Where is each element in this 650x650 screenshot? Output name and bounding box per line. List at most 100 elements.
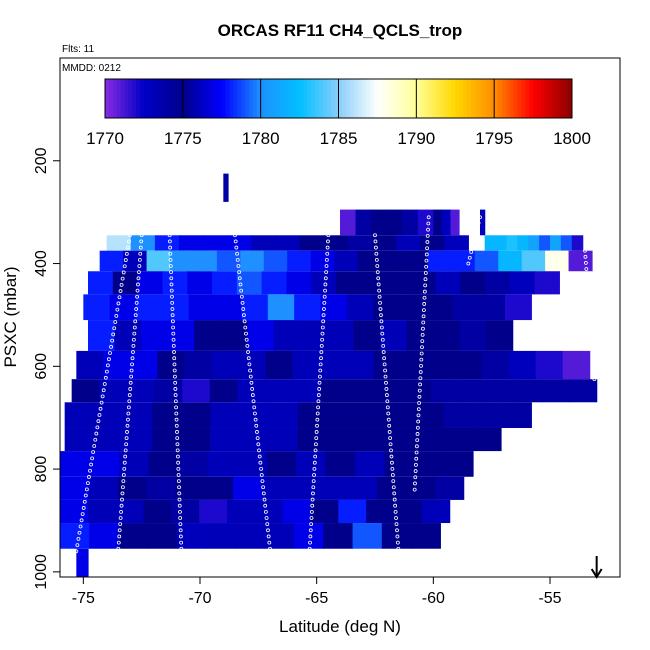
profile-point (122, 460, 127, 465)
heatmap-cell (171, 499, 200, 524)
profile-point (393, 503, 398, 508)
colorbar-segment (260, 79, 266, 118)
colorbar-segment (322, 79, 328, 118)
colorbar-segment (521, 79, 526, 118)
heatmap-cell (60, 523, 90, 549)
heatmap-bands (60, 173, 598, 577)
heatmap-cell (210, 427, 240, 452)
heatmap-cell (346, 350, 375, 380)
profile-point (588, 322, 593, 327)
profile-point (395, 528, 399, 533)
colorbar-segment (108, 79, 114, 118)
profile-point (172, 362, 177, 367)
profile-point (131, 344, 136, 348)
profile-point (125, 423, 130, 428)
profile-point (95, 425, 100, 430)
profile-point (316, 393, 321, 397)
heatmap-cell (539, 235, 551, 251)
heatmap-cell (443, 402, 474, 428)
profile-point (167, 233, 172, 238)
colorbar-segment (163, 79, 168, 118)
heatmap-cell (216, 250, 241, 272)
colorbar-segment (307, 79, 312, 118)
heatmap-cell (506, 235, 518, 251)
profile-point (169, 282, 174, 287)
heatmap-cell (93, 427, 124, 452)
profile-point (124, 251, 129, 256)
profile-point (257, 448, 261, 453)
profile-point (136, 282, 140, 287)
profile-point (466, 261, 471, 266)
heatmap-cell (571, 235, 584, 251)
profile-point (169, 276, 174, 281)
profile-point (413, 475, 418, 480)
colorbar-segment (420, 79, 425, 118)
heatmap-cell (162, 271, 188, 295)
heatmap-cell (480, 209, 486, 236)
profile-point (316, 399, 321, 404)
profile-point (107, 357, 111, 362)
profile-point (419, 351, 424, 356)
heatmap-cell (323, 235, 349, 251)
profile-point (467, 255, 472, 260)
x-axis: -75 -70 -65 -60 -55 (72, 577, 562, 607)
heatmap-cell (421, 499, 451, 524)
profile-point (168, 264, 173, 268)
profile-point (324, 264, 329, 268)
profile-point (584, 273, 589, 278)
heatmap-cell (535, 350, 564, 380)
heatmap-cell (211, 350, 240, 380)
profile-point (172, 356, 177, 361)
heatmap-cell (356, 402, 387, 428)
profile-point (139, 239, 144, 244)
heatmap-cell (319, 350, 348, 380)
heatmap-cell (484, 235, 497, 251)
profile-point (139, 233, 144, 238)
heatmap-cell (509, 271, 536, 295)
plot-frame (59, 57, 621, 578)
profile-point (174, 423, 179, 428)
heatmap-cell (148, 451, 179, 477)
profile-point (475, 226, 479, 231)
profile-point (373, 239, 378, 244)
heatmap-cell (353, 320, 381, 351)
profile-point (423, 283, 428, 288)
profile-point (244, 331, 248, 336)
profile-point (178, 516, 183, 520)
profile-point (109, 344, 113, 349)
profile-point (249, 380, 254, 385)
heatmap-cell (541, 379, 570, 403)
colorbar-segment (198, 79, 203, 118)
colorbar-segment (548, 79, 554, 118)
heatmap-cell (206, 523, 237, 549)
heatmap-cell (251, 235, 277, 251)
profile-point (263, 503, 268, 508)
heatmap-cell (175, 476, 205, 500)
profile-point (126, 417, 130, 422)
heatmap-cell (471, 427, 502, 452)
profile-point (172, 350, 176, 354)
heatmap-cell (194, 320, 222, 351)
heatmap-cell (287, 250, 312, 272)
colorbar-segment (416, 79, 421, 118)
heatmap-cell (298, 402, 328, 428)
heatmap-cell (106, 235, 132, 251)
profile-point (247, 362, 252, 367)
heatmap-cell (320, 379, 349, 403)
profile-point (376, 276, 381, 281)
colorbar-segment (303, 79, 308, 118)
colorbar-tick-label: 1790 (397, 129, 435, 148)
profile-point (423, 277, 428, 282)
heatmap-cell (420, 235, 445, 251)
heatmap-cell (261, 271, 288, 295)
profile-point (167, 239, 172, 244)
heatmap-cell (441, 209, 452, 236)
colorbar-segment (544, 79, 550, 118)
profile-point (168, 257, 173, 262)
profile-point (385, 405, 390, 410)
profile-point (108, 351, 112, 355)
profile-point (416, 413, 421, 418)
heatmap-cell (181, 427, 211, 452)
profile-point (424, 264, 429, 269)
profile-point (417, 401, 422, 405)
